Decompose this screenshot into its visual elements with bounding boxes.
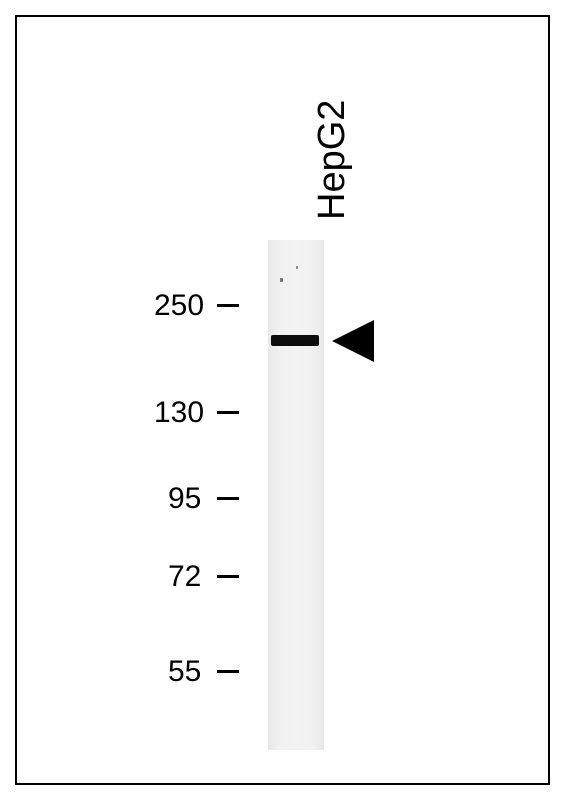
band-1 bbox=[271, 335, 319, 346]
mw-tick-72 bbox=[217, 575, 239, 578]
sample-label-hepg2: HepG2 bbox=[311, 100, 354, 220]
mw-tick-55 bbox=[217, 670, 239, 673]
mw-tick-250 bbox=[217, 304, 239, 307]
blot-lane bbox=[268, 240, 324, 750]
mw-label-72: 72 bbox=[168, 560, 201, 594]
band-arrow-indicator bbox=[332, 320, 374, 362]
mw-label-55: 55 bbox=[168, 655, 201, 689]
sample-label-text: HepG2 bbox=[311, 100, 353, 220]
mw-label-130: 130 bbox=[154, 396, 204, 430]
speck-1 bbox=[280, 278, 283, 282]
mw-tick-95 bbox=[217, 497, 239, 500]
mw-label-95: 95 bbox=[168, 482, 201, 516]
mw-tick-130 bbox=[217, 411, 239, 414]
speck-2 bbox=[296, 266, 298, 269]
mw-label-250: 250 bbox=[154, 289, 204, 323]
